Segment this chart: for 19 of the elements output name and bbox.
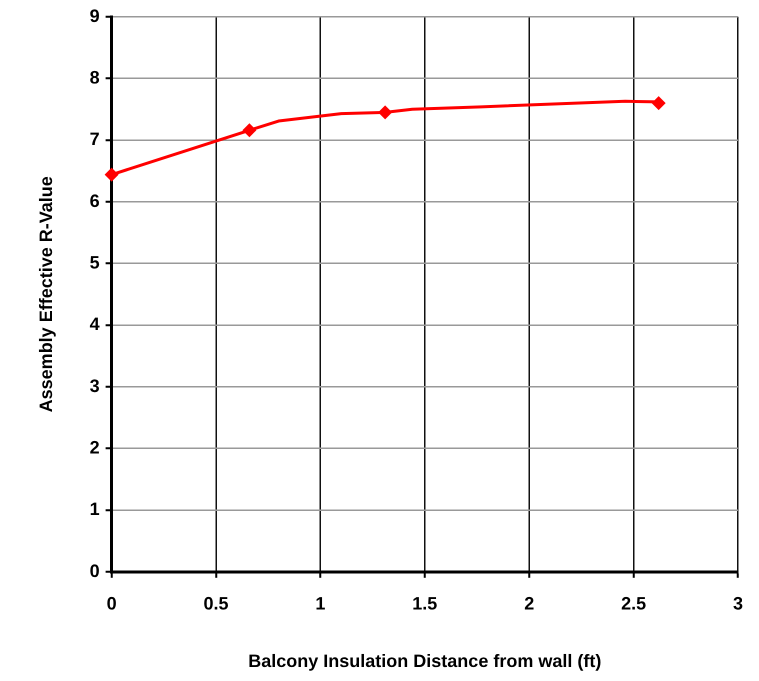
x-tick-label: 1.5	[412, 594, 438, 614]
y-tick-label: 4	[90, 314, 100, 334]
y-tick-label: 8	[90, 67, 100, 88]
y-tick-label: 7	[90, 129, 100, 150]
x-tick-label: 1	[315, 594, 326, 614]
y-tick-label: 3	[90, 376, 100, 396]
x-tick-label: 3	[732, 594, 743, 614]
x-tick-label: 0.5	[203, 594, 229, 614]
x-tick-label: 2.5	[621, 594, 646, 614]
x-tick-label: 0	[106, 594, 117, 614]
y-tick-label: 0	[90, 560, 100, 581]
x-tick-label: 2	[524, 594, 534, 614]
x-axis-title: Balcony Insulation Distance from wall (ft)	[248, 651, 602, 672]
y-tick-label: 2	[90, 437, 100, 458]
y-tick-label: 5	[90, 252, 100, 272]
y-tick-label: 6	[90, 190, 100, 211]
y-tick-label: 1	[90, 499, 100, 520]
y-tick-label: 9	[90, 6, 100, 26]
y-axis-title: Assembly Effective R-Value	[36, 176, 56, 412]
